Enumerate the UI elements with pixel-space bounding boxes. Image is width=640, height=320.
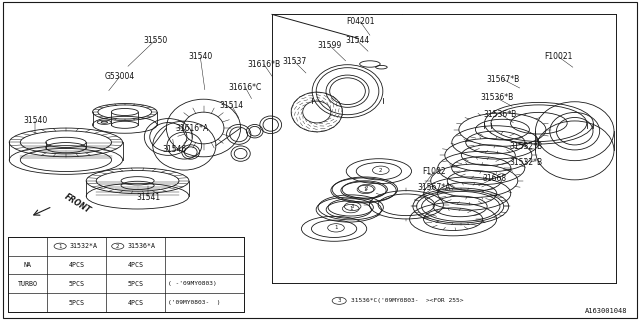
Text: 2: 2	[116, 244, 120, 249]
Text: 4PCS: 4PCS	[128, 262, 144, 268]
Text: 31536*A: 31536*A	[127, 243, 156, 249]
Text: 31536*B: 31536*B	[484, 110, 517, 119]
Text: 4PCS: 4PCS	[128, 300, 144, 306]
Text: 31599: 31599	[317, 41, 342, 50]
Text: 1: 1	[364, 187, 367, 192]
Text: 31616*C: 31616*C	[228, 83, 262, 92]
Text: 1: 1	[349, 206, 353, 211]
Text: 5PCS: 5PCS	[69, 300, 84, 306]
Text: 1: 1	[334, 225, 338, 230]
Text: 31532*A: 31532*A	[70, 243, 98, 249]
Text: 3: 3	[337, 298, 341, 303]
Text: ( -'09MY0803): ( -'09MY0803)	[168, 281, 217, 286]
Text: F1002: F1002	[422, 167, 445, 176]
Text: ('09MY0803-  ): ('09MY0803- )	[168, 300, 221, 305]
Text: 4PCS: 4PCS	[69, 262, 84, 268]
Text: 5PCS: 5PCS	[69, 281, 84, 287]
Text: 31550: 31550	[143, 36, 168, 44]
Text: 31616*A: 31616*A	[175, 124, 209, 133]
Text: 31532*B: 31532*B	[509, 158, 543, 167]
Text: 1: 1	[58, 244, 62, 249]
Text: 31668: 31668	[482, 174, 506, 183]
Text: TURBO: TURBO	[17, 281, 38, 287]
Text: 31514: 31514	[220, 101, 244, 110]
Text: 2: 2	[379, 168, 383, 173]
Text: 31540: 31540	[188, 52, 212, 61]
Text: 31544: 31544	[345, 36, 369, 45]
Text: 31537: 31537	[282, 57, 307, 66]
Text: F04201: F04201	[346, 17, 374, 26]
Text: 31567*B: 31567*B	[486, 75, 520, 84]
Text: 31546: 31546	[162, 145, 186, 154]
Text: 3: 3	[351, 204, 355, 209]
Text: G53004: G53004	[104, 72, 135, 81]
Text: 31532*B: 31532*B	[509, 142, 543, 151]
Text: NA: NA	[24, 262, 31, 268]
Text: 31536*B: 31536*B	[480, 93, 513, 102]
Text: 31536*C('09MY0803-  ><FOR 255>: 31536*C('09MY0803- ><FOR 255>	[351, 298, 463, 303]
Text: 5PCS: 5PCS	[128, 281, 144, 287]
Text: A163001048: A163001048	[585, 308, 627, 314]
Text: 2: 2	[365, 186, 369, 191]
Bar	[8, 237, 244, 312]
Text: F10021: F10021	[545, 52, 573, 61]
Text: FRONT: FRONT	[63, 192, 92, 215]
Text: 31541: 31541	[136, 193, 161, 202]
Text: 31616*B: 31616*B	[247, 60, 280, 68]
Text: 31540: 31540	[23, 116, 47, 125]
Text: 31567*A: 31567*A	[417, 183, 451, 192]
